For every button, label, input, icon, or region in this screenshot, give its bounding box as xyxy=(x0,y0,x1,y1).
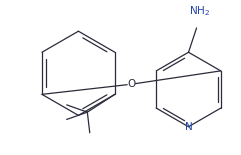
Text: O: O xyxy=(127,79,135,89)
Text: NH$_2$: NH$_2$ xyxy=(189,4,210,18)
Text: N: N xyxy=(185,122,192,132)
